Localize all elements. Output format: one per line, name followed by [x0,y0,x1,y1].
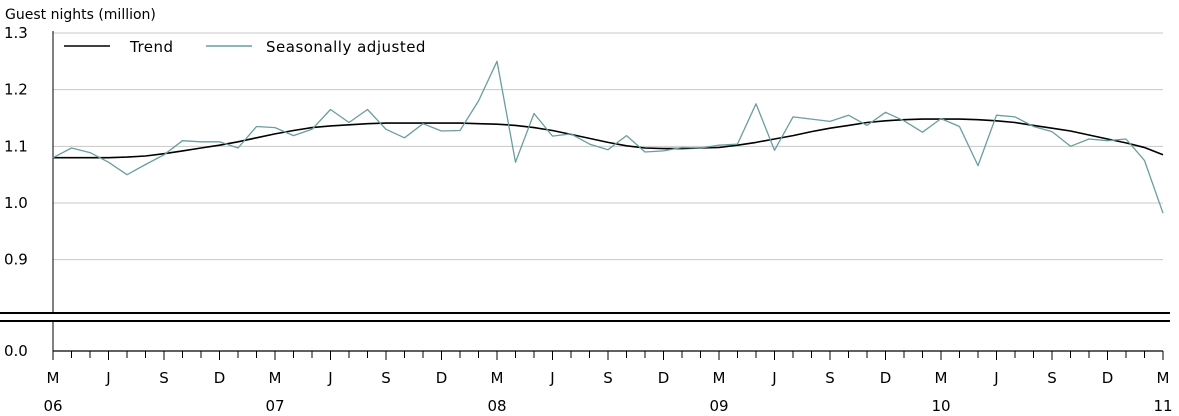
series-line-seasonally-adjusted [52,60,1164,214]
x-tick-label-month: J [549,369,554,387]
x-tick-label-month: D [436,369,448,387]
y-axis-title: Guest nights (million) [5,7,156,23]
x-tick-label-month: M [269,369,282,387]
x-tick-label-month: S [159,369,169,387]
x-tick-label-year: 07 [265,397,284,415]
series-line-trend [53,118,1164,159]
x-tick-label-month: D [880,369,892,387]
legend: Trend Seasonally adjusted [64,38,426,56]
y-tick-label: 1.1 [4,137,28,155]
x-tick-label-month: S [381,369,391,387]
grid-lines [53,32,1163,261]
legend-label-trend: Trend [129,38,174,56]
y-tick-label-zero: 0.0 [4,342,28,360]
x-tick-label-month: D [214,369,226,387]
legend-label-seasonally-adjusted: Seasonally adjusted [266,38,426,56]
x-tick-label-year: 06 [43,397,62,415]
x-tick-label-month: D [658,369,670,387]
x-tick-label-month: M [1157,369,1170,387]
x-tick-label-month: J [993,369,998,387]
x-tick-label-month: J [771,369,776,387]
x-tick-label-year: 09 [709,397,728,415]
x-tick-label-month: M [47,369,60,387]
x-tick-label-month: S [1047,369,1057,387]
x-tick-label-month: J [327,369,332,387]
x-tick-label-month: S [603,369,613,387]
x-tick-label-month: M [491,369,504,387]
x-axis-ticks: M J S D M J S D M J S D M J S D M J S D M 06 07 08 09 10 11 [43,351,1173,415]
x-tick-label-year: 08 [487,397,506,415]
y-tick-label: 1.3 [4,24,28,42]
axes [0,31,1170,352]
y-tick-label: 0.9 [4,251,28,269]
x-tick-label-month: D [1102,369,1114,387]
y-tick-label: 1.2 [4,81,28,99]
x-tick-label-month: J [105,369,110,387]
x-tick-label-month: M [713,369,726,387]
x-tick-label-month: S [825,369,835,387]
x-tick-label-year: 10 [931,397,950,415]
y-axis-ticks: 1.3 1.2 1.1 1.0 0.9 0.0 [4,24,28,360]
x-tick-label-year: 11 [1153,397,1172,415]
series-lines [52,60,1164,214]
x-tick-label-month: M [935,369,948,387]
y-tick-label: 1.0 [4,194,28,212]
